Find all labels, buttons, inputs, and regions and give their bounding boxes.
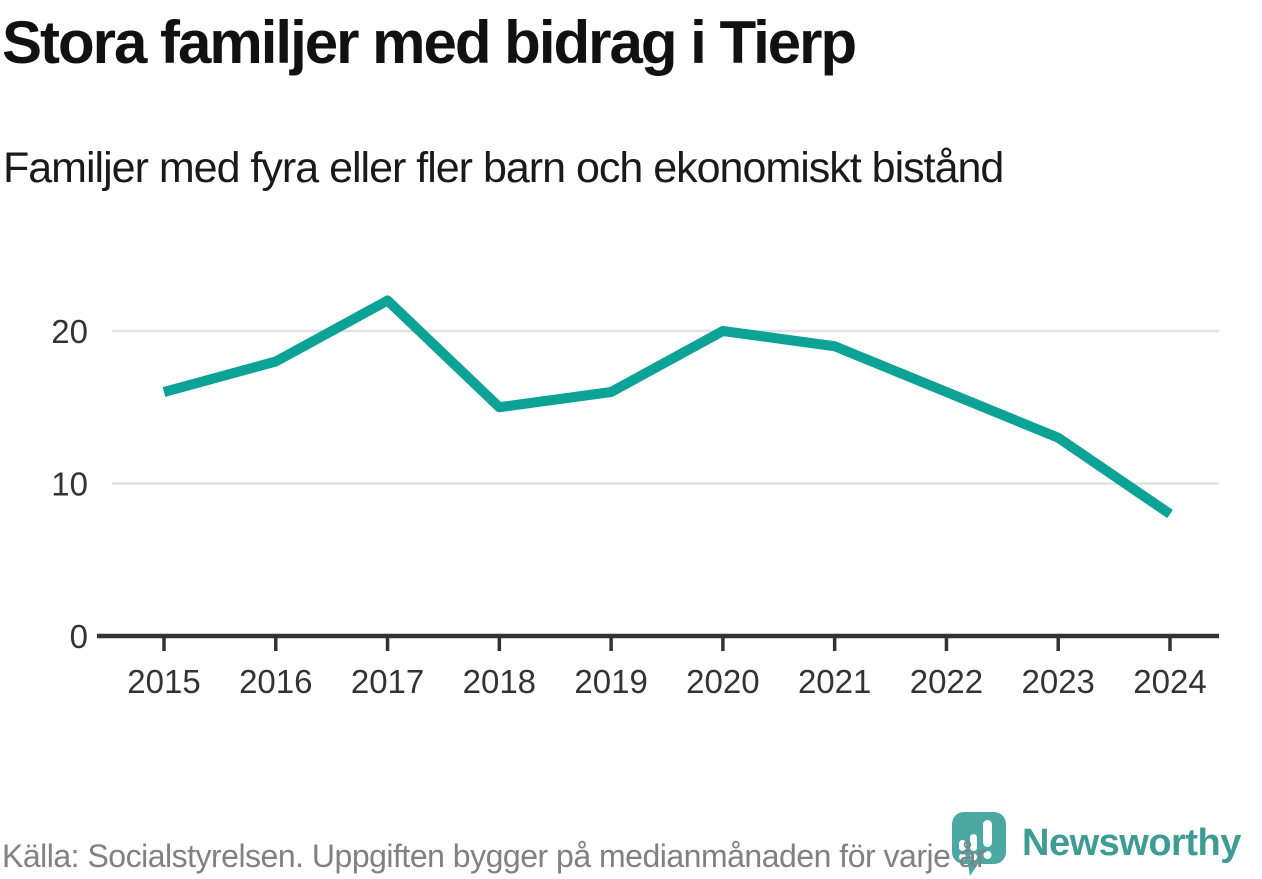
x-tick-label: 2016	[239, 663, 312, 700]
newsworthy-bubble-bar-chart-icon	[952, 812, 1006, 876]
x-tick-label: 2015	[127, 663, 200, 700]
x-tick-label: 2018	[463, 663, 536, 700]
y-tick-label: 10	[51, 466, 88, 503]
data-line-series	[162, 295, 1173, 519]
logo-bar-glyphs	[959, 820, 992, 861]
y-tick-label: 0	[70, 618, 88, 655]
x-axis-labels: 2015 2016 2017 2018 2019 2020 2021 2022 2023 2024	[127, 663, 1206, 700]
x-tick-label: 2017	[351, 663, 424, 700]
x-tick-label: 2020	[686, 663, 759, 700]
x-tick-label: 2024	[1133, 663, 1206, 700]
brand-wordmark: Newsworthy	[1022, 822, 1241, 864]
y-tick-label: 20	[51, 313, 88, 350]
chart-subtitle: Familjer med fyra eller fler barn och ek…	[3, 144, 1004, 192]
gridlines	[112, 329, 1219, 485]
x-axis	[97, 633, 1219, 651]
x-tick-label: 2019	[574, 663, 647, 700]
x-tick-label: 2021	[798, 663, 871, 700]
source-note: Källa: Socialstyrelsen. Uppgiften bygger…	[2, 838, 987, 874]
x-tick-label: 2022	[910, 663, 983, 700]
y-axis-labels: 0 10 20	[51, 313, 88, 655]
newsworthy-logo: Newsworthy	[948, 810, 1241, 876]
x-tick-label: 2023	[1022, 663, 1095, 700]
page-title: Stora familjer med bidrag i Tierp	[2, 9, 857, 76]
